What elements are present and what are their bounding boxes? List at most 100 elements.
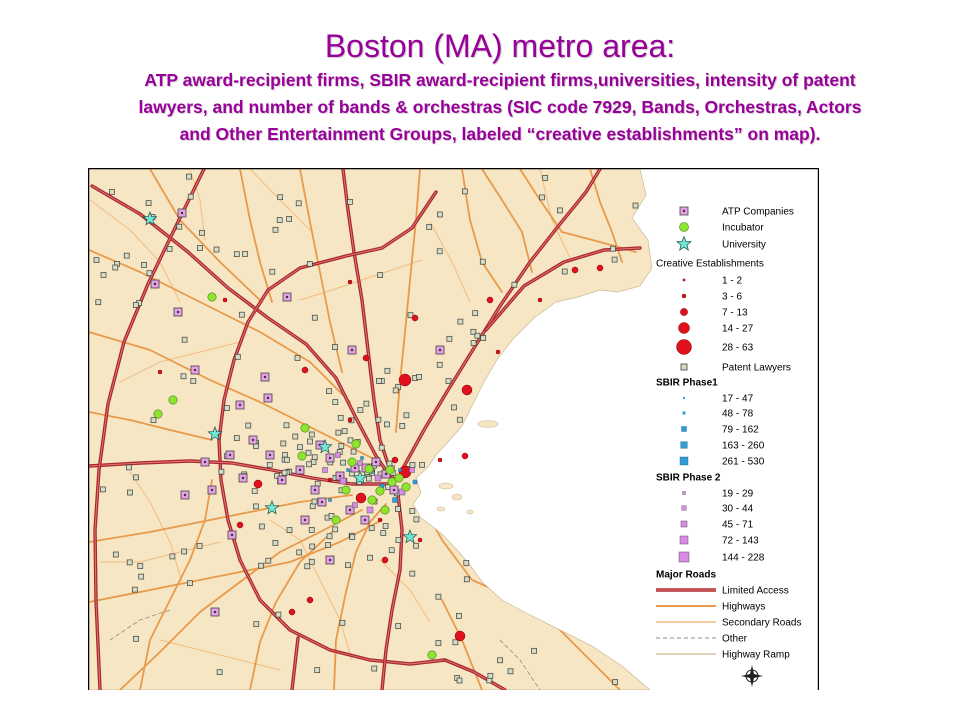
sbir-phase1-marker [360,456,364,460]
patent-lawyer-marker [446,335,453,342]
patent-lawyer-marker [306,261,313,267]
legend-label-sbir1-range: 79 - 162 [722,425,759,436]
legend-header-creative-establishments: Creative Establishments [656,259,764,270]
limited-access-road-inner [94,169,205,690]
patent-lawyer-marker [126,464,132,471]
atp-company-marker-dot [285,295,289,299]
highway-road [89,331,373,459]
patent-lawyer-marker [456,613,462,619]
legend-label-road: Other [722,634,748,645]
legend-item-sbir1-5: 261 - 530 [679,457,765,468]
sbir-phase2-marker [352,502,358,508]
legend-label-sbir1-range: 163 - 260 [722,441,765,452]
creative-establishment-marker [417,537,423,543]
patent-lawyer-marker [328,513,335,519]
patent-lawyer-marker [311,498,318,505]
secondary-road [89,199,181,303]
atp-company-marker-dot [392,488,396,492]
creative-establishment-marker [461,384,473,396]
legend-label-sbir2-range: 19 - 29 [722,489,754,500]
circle-icon [678,322,690,334]
patent-lawyer-marker [612,679,618,685]
sbir-phase2-marker [322,467,328,473]
legend-item-sbir2-3: 45 - 71 [680,520,754,531]
patent-lawyer-marker [457,318,464,325]
patent-lawyer-marker [308,527,315,533]
creative-establishment-marker [362,354,370,362]
creative-establishment-marker [437,457,443,463]
incubator-marker [153,409,163,419]
legend-item-creative-1: 1 - 2 [682,276,742,287]
creative-establishment-marker [596,264,604,272]
atp-company-marker-dot [266,396,270,400]
atp-company-marker-dot [241,476,245,480]
patent-lawyer-marker [480,335,487,341]
legend-item-sbir1-3: 79 - 162 [681,425,759,436]
patent-lawyer-marker [266,461,273,468]
patent-lawyer-marker [511,281,518,288]
limited-access-road-inner [401,169,601,471]
atp-company-marker-dot [328,456,332,460]
legend-label-sbir2-range: 144 - 228 [722,553,765,564]
patent-lawyer-marker [132,302,139,308]
patent-lawyer-marker [253,503,259,510]
atp-company-marker-dot [180,211,184,215]
legend-item-highway-ramp: Highway Ramp [656,650,790,661]
atp-company-marker-dot [320,500,324,504]
boston-metro-map[interactable]: ATP Companies Incubator University Creat… [88,168,819,690]
highway-road [89,411,213,441]
patent-lawyer-marker [409,462,416,468]
legend-label-incubator: Incubator [722,223,764,234]
patent-lawyer-marker [234,353,241,360]
patent-lawyer-marker [283,422,290,429]
patent-lawyer-marker [280,440,287,447]
other-road [499,639,541,690]
limited-access-road-inner [381,493,403,690]
patent-lawyer-marker [507,668,514,675]
highway-road [519,169,637,253]
patent-lawyer-marker [332,399,339,405]
university-marker [264,500,280,515]
patent-lawyer-marker [375,416,382,423]
patent-lawyer-marker [357,407,364,413]
patent-lawyer-marker [126,559,133,566]
creative-establishment-marker [301,366,309,374]
patent-lawyer-marker [181,336,188,343]
limited-access-road-inner [485,247,641,331]
highway-road [119,509,363,690]
patent-lawyer-marker [309,543,316,550]
patent-lawyer-marker [314,667,321,673]
highway-road [589,169,623,263]
patent-lawyer-marker [337,414,344,421]
patent-lawyer-marker [286,216,292,222]
atp-company-marker-dot [203,460,207,464]
limited-access-road-inner [291,637,299,690]
patent-lawyer-marker [380,530,387,536]
university-marker [142,211,158,226]
creative-establishment-marker [571,266,579,274]
creative-establishment-marker [327,477,333,483]
incubator-marker [427,650,437,660]
legend-item-other-roads: Other [656,634,748,645]
patent-lawyer-marker [95,299,102,306]
patent-lawyer-marker [272,540,279,546]
creative-establishment-marker [486,296,494,304]
legend-label-sbir1-range: 48 - 78 [722,409,754,420]
highway-road [89,519,383,603]
patent-lawyer-marker [413,542,419,549]
highway-road [89,494,353,543]
patent-lawyer-marker [100,486,106,493]
highway-road [333,503,387,690]
patent-lawyer-marker [186,173,192,180]
incubator-marker [385,465,395,475]
patent-lawyer-marker [463,576,470,583]
patent-lawyer-marker [233,251,240,258]
patent-lawyer-marker [413,516,420,523]
patent-lawyer-marker [311,314,318,321]
patent-lawyer-marker [238,311,245,318]
square-icon [682,411,686,415]
road-layer [89,169,642,690]
patent-lawyer-marker [100,272,107,278]
patent-lawyer-marker [224,405,230,411]
sbir-phase2-marker [409,467,415,473]
